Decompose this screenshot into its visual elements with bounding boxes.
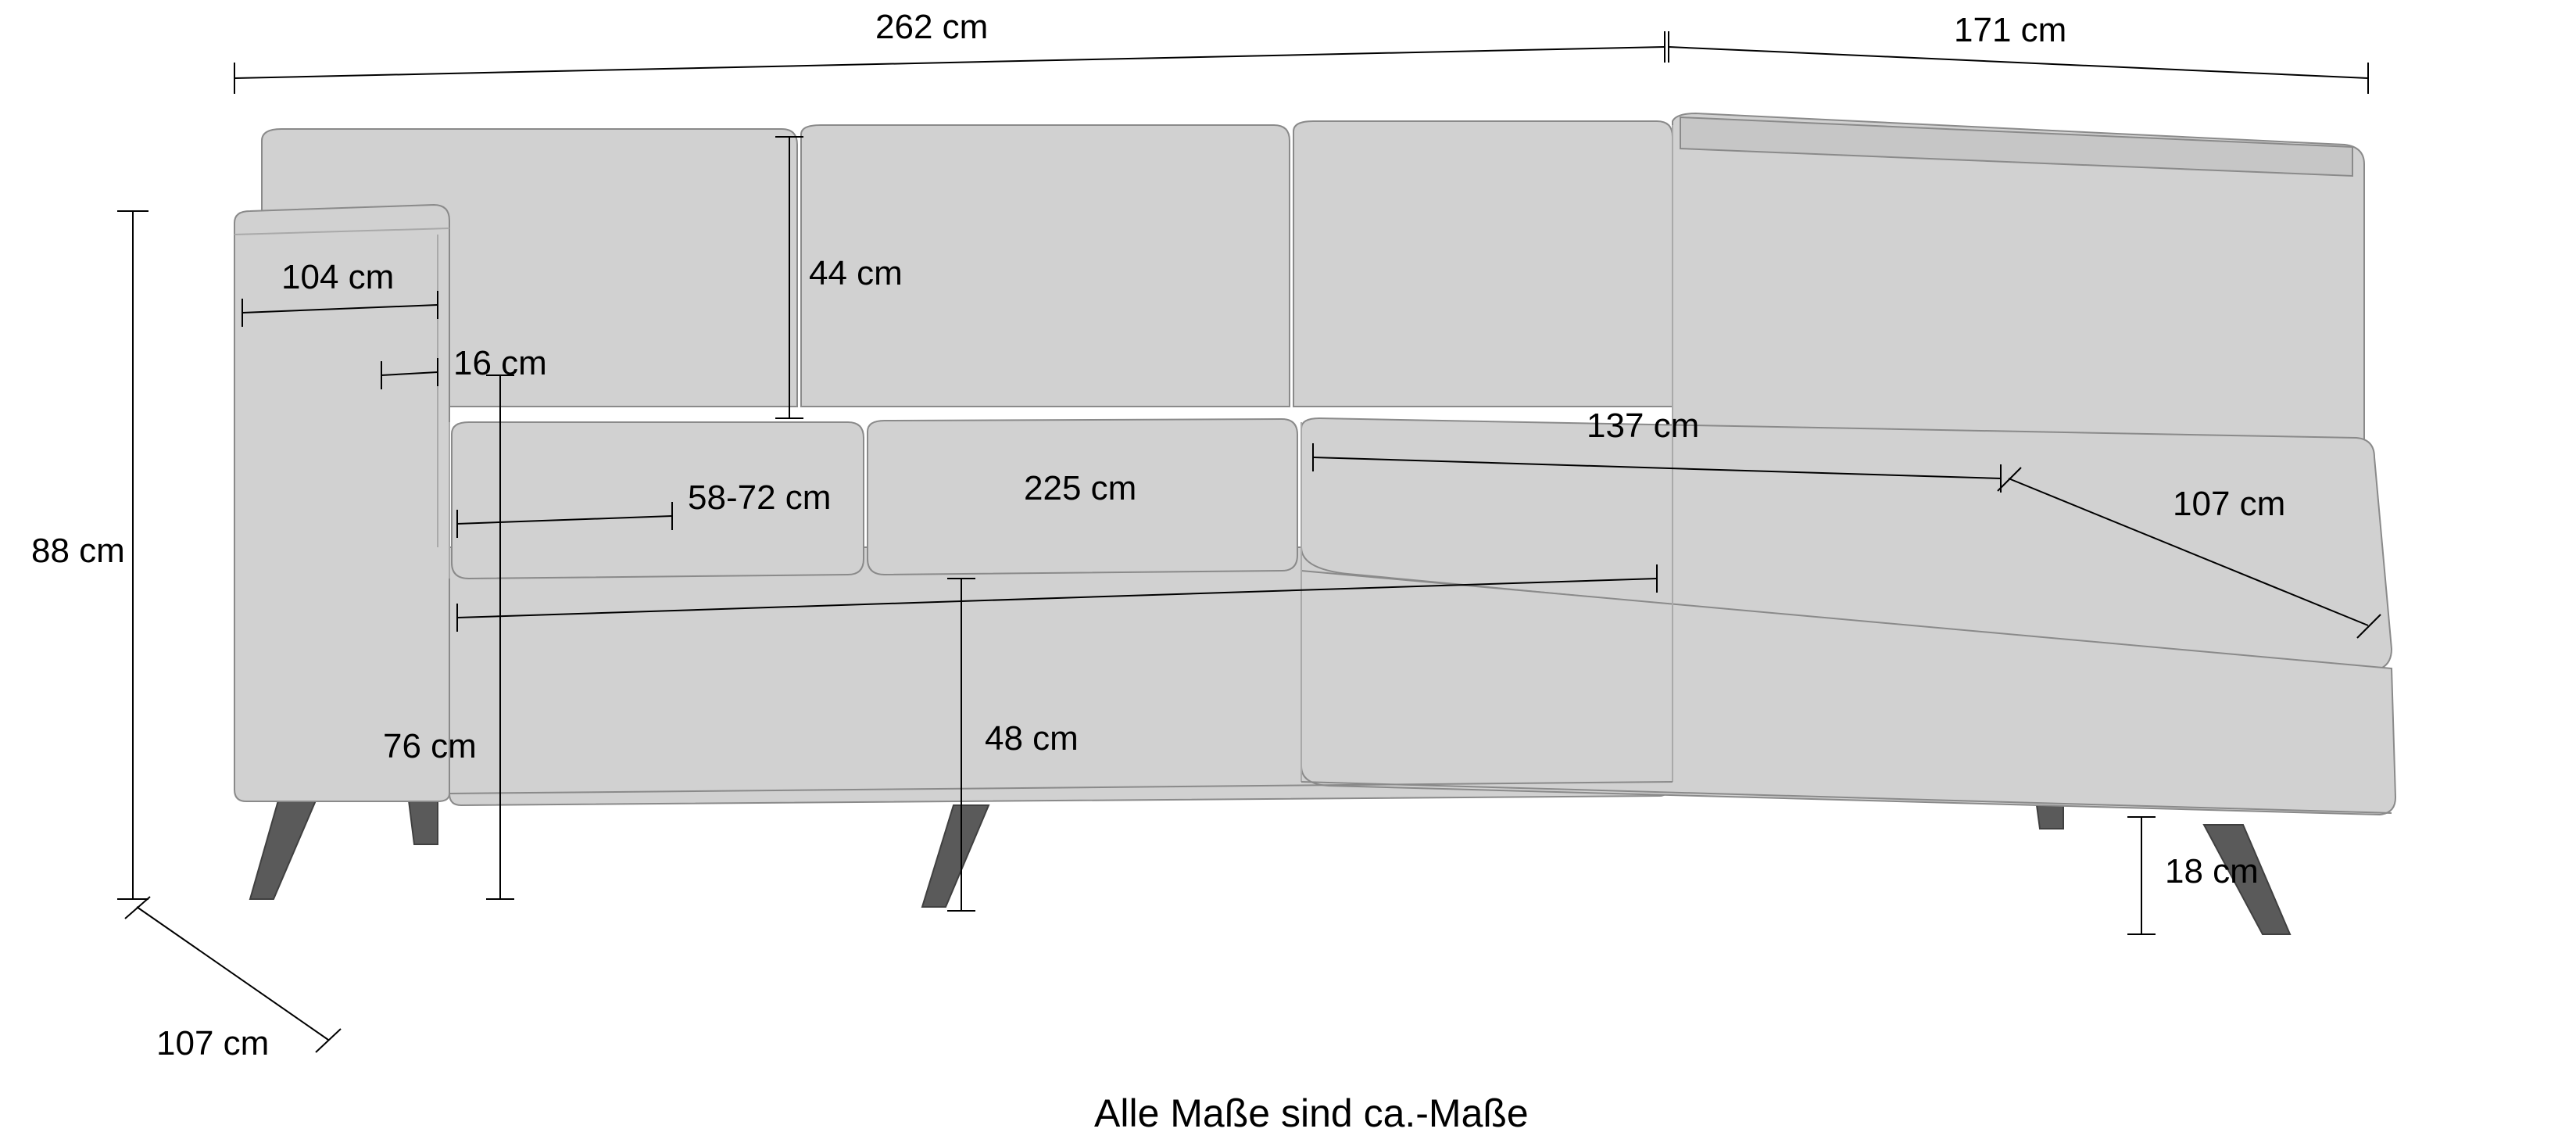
label-chaise-depth-top: 171 cm (1954, 11, 2066, 50)
label-seat-width: 225 cm (1024, 469, 1136, 508)
label-depth-oblique: 107 cm (156, 1024, 269, 1063)
sofa-body (234, 113, 2395, 815)
sofa-drawing (0, 0, 2576, 1143)
caption-text: Alle Maße sind ca.-Maße (1094, 1091, 1529, 1136)
label-leg-height: 18 cm (2165, 852, 2259, 891)
label-seat-depth: 58-72 cm (688, 478, 831, 518)
label-chaise-seat-w: 137 cm (1587, 407, 1699, 446)
dim-leg-height (2127, 817, 2156, 934)
label-armrest-top: 104 cm (281, 258, 394, 297)
diagram-stage: 262 cm 171 cm 88 cm 107 cm 104 cm 16 cm … (0, 0, 2576, 1143)
label-chaise-seat-d: 107 cm (2173, 485, 2285, 524)
label-back-cushion: 44 cm (809, 254, 903, 293)
label-armrest-width: 16 cm (453, 344, 547, 383)
label-seat-height: 48 cm (985, 719, 1079, 758)
label-total-width: 262 cm (875, 8, 988, 47)
label-total-height: 88 cm (31, 532, 125, 571)
label-arm-height: 76 cm (383, 727, 477, 766)
